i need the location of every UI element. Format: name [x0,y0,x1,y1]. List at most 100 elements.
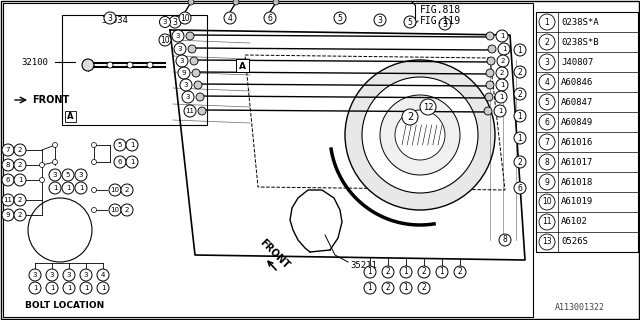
Text: FRONT: FRONT [258,237,291,271]
Circle shape [345,60,495,210]
Text: A61018: A61018 [561,178,593,187]
Circle shape [126,156,138,168]
Text: 1: 1 [499,94,503,100]
Text: A61016: A61016 [561,138,593,147]
Text: 2: 2 [125,187,129,193]
Circle shape [92,207,97,212]
Text: 2: 2 [18,212,22,218]
Circle shape [14,194,26,206]
Circle shape [402,109,418,125]
Text: 1: 1 [130,159,134,165]
Text: 12: 12 [423,102,433,111]
Text: 10: 10 [160,36,170,44]
Text: 3: 3 [50,272,54,278]
Circle shape [539,234,555,250]
Circle shape [539,74,555,90]
Text: 2: 2 [407,112,413,122]
Text: 1: 1 [33,285,37,291]
Text: 1: 1 [502,46,506,52]
Circle shape [514,66,526,78]
Text: 11: 11 [3,197,13,203]
Circle shape [454,266,466,278]
Text: 1: 1 [367,268,372,276]
Text: 10: 10 [180,13,190,22]
Circle shape [182,91,194,103]
Text: 1: 1 [52,185,57,191]
Text: 4: 4 [545,77,549,86]
Circle shape [400,282,412,294]
Text: 5: 5 [66,172,70,178]
Circle shape [14,209,26,221]
Text: 10: 10 [111,207,120,213]
Text: 1: 1 [50,285,54,291]
Text: 2: 2 [518,157,522,166]
Circle shape [82,59,94,71]
Text: 3: 3 [108,13,113,22]
Circle shape [104,12,116,24]
Circle shape [49,182,61,194]
Circle shape [147,62,153,68]
Circle shape [400,266,412,278]
Circle shape [174,43,186,55]
Text: 1: 1 [518,133,522,142]
Text: A60847: A60847 [561,98,593,107]
Text: A: A [239,61,246,70]
Circle shape [109,204,121,216]
Circle shape [114,156,126,168]
Circle shape [196,93,204,101]
Circle shape [46,269,58,281]
Circle shape [496,79,508,91]
Circle shape [496,67,508,79]
Circle shape [49,169,61,181]
Text: 1: 1 [67,285,71,291]
Circle shape [374,14,386,26]
Circle shape [29,269,41,281]
Circle shape [127,62,133,68]
Circle shape [2,194,14,206]
Circle shape [488,45,496,53]
Text: 2: 2 [18,162,22,168]
Circle shape [198,107,206,115]
Circle shape [497,55,509,67]
Circle shape [28,198,92,262]
Text: 1: 1 [500,33,504,39]
Text: 35211: 35211 [350,260,377,269]
Circle shape [233,0,239,5]
Circle shape [2,209,14,221]
Circle shape [418,266,430,278]
Circle shape [364,282,376,294]
Circle shape [539,94,555,110]
Circle shape [514,110,526,122]
Text: 5: 5 [408,18,412,27]
Circle shape [495,91,507,103]
Circle shape [484,107,492,115]
Circle shape [380,95,460,175]
Text: A6102: A6102 [561,218,588,227]
Circle shape [80,269,92,281]
Text: 2: 2 [18,147,22,153]
Circle shape [121,204,133,216]
Text: 2: 2 [518,90,522,99]
Circle shape [92,159,97,164]
Circle shape [40,178,45,182]
Circle shape [14,144,26,156]
Text: 1: 1 [367,284,372,292]
Text: 1: 1 [100,285,105,291]
Circle shape [514,156,526,168]
Text: 1: 1 [518,111,522,121]
Circle shape [97,282,109,294]
Circle shape [114,139,126,151]
Circle shape [494,105,506,117]
Text: A61019: A61019 [561,197,593,206]
Text: 13: 13 [542,237,552,246]
Circle shape [539,174,555,190]
Text: 3: 3 [67,272,71,278]
Circle shape [364,266,376,278]
Circle shape [194,81,202,89]
Text: 0238S*A: 0238S*A [561,18,598,27]
Circle shape [40,163,45,167]
Text: 6: 6 [268,13,273,22]
Text: J40807: J40807 [561,58,593,67]
Text: 32034: 32034 [102,15,129,25]
Circle shape [188,0,194,5]
